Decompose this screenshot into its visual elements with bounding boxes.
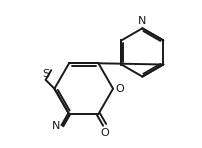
Text: N: N — [52, 121, 61, 131]
Text: O: O — [100, 128, 109, 138]
Text: S: S — [42, 69, 49, 79]
Text: N: N — [138, 16, 147, 26]
Text: O: O — [116, 84, 124, 94]
